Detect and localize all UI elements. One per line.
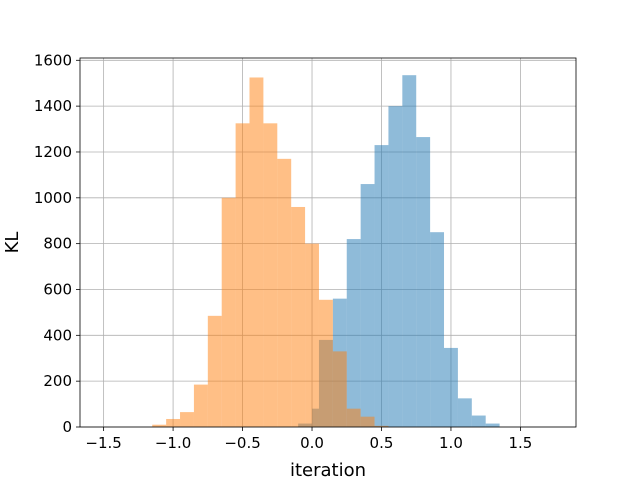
x-tick-label: 1.5 (508, 434, 532, 452)
histogram-bar-series-1 (388, 106, 403, 427)
histogram-bar-series-1 (346, 239, 361, 427)
histogram-bar-series-2 (207, 315, 222, 427)
y-tick-label: 1200 (34, 143, 72, 161)
y-tick-label: 400 (43, 326, 72, 344)
histogram-bar-series-1 (402, 75, 417, 427)
x-axis-ticks: −1.5 −1.0 −0.5 0.0 0.5 1.0 1.5 (85, 427, 532, 452)
x-tick-label: −1.0 (155, 434, 191, 452)
x-tick-label: −1.5 (85, 434, 121, 452)
y-axis-ticks: 0 200 400 600 800 1000 1200 1400 1600 (34, 51, 80, 436)
histogram-bar-series-2 (277, 158, 292, 427)
histogram-bar-series-2 (263, 123, 278, 427)
x-tick-label: 0.0 (300, 434, 324, 452)
histogram-bar-series-2 (166, 418, 181, 427)
x-tick-label: 0.5 (370, 434, 394, 452)
y-tick-label: 600 (43, 280, 72, 298)
histogram-bar-series-1 (360, 184, 375, 427)
histogram-bar-series-2 (346, 408, 361, 427)
histogram-bar-series-1 (457, 398, 472, 427)
histogram-bar-series-2 (193, 384, 208, 427)
x-axis-label: iteration (290, 460, 366, 480)
y-tick-label: 0 (62, 418, 72, 436)
histogram-bar-series-1 (430, 232, 445, 427)
histogram-bar-series-2 (249, 77, 264, 427)
histogram-bar-series-2 (360, 416, 375, 427)
y-tick-label: 1600 (34, 51, 72, 69)
y-tick-label: 200 (43, 372, 72, 390)
y-axis-label: KL (2, 232, 23, 254)
histogram-bar-series-2 (235, 123, 250, 427)
x-tick-label: 1.0 (439, 434, 463, 452)
histogram-bar-series-2 (291, 206, 306, 427)
histogram-bar-series-1 (444, 347, 458, 427)
histogram-bar-series-2 (332, 351, 347, 427)
histogram-bar-series-2 (374, 425, 389, 427)
histogram-bar-series-1 (485, 423, 500, 427)
histogram-bars (152, 75, 500, 428)
histogram-bar-series-2 (180, 412, 194, 427)
plot-frame (79, 57, 577, 428)
y-tick-label: 800 (43, 235, 72, 253)
histogram-bar-series-1 (471, 415, 486, 427)
y-tick-label: 1400 (34, 97, 72, 115)
histogram-bar-series-1 (416, 137, 431, 428)
histogram-bar-series-1 (374, 145, 389, 427)
x-tick-label: −0.5 (224, 434, 260, 452)
histogram-bar-series-2 (305, 243, 319, 427)
y-tick-label: 1000 (34, 189, 72, 207)
histogram-bar-series-2 (221, 197, 236, 427)
histogram-bar-series-2 (152, 424, 167, 427)
histogram-bar-series-2 (318, 299, 333, 427)
